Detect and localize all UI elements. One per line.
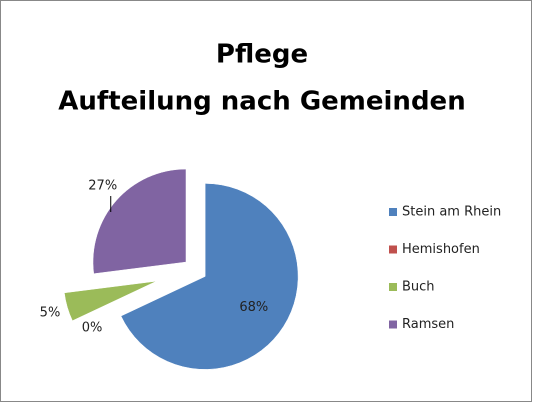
pie-slice (64, 280, 157, 322)
chart-title-line: Aufteilung nach Gemeinden (58, 87, 465, 117)
legend-swatch (389, 245, 397, 254)
legend-swatch (389, 283, 397, 291)
data-label: 0% (82, 321, 103, 336)
pie-slice (120, 183, 299, 370)
legend-label: Ramsen (402, 317, 454, 332)
legend-label: Hemishofen (402, 242, 480, 257)
legend-label: Buch (402, 280, 435, 295)
legend-swatch (389, 208, 397, 216)
data-label: 27% (88, 179, 117, 194)
chart-title-line: Pflege (216, 40, 308, 70)
legend-swatch (389, 320, 397, 329)
legend-label: Stein am Rhein (402, 205, 501, 220)
pie-slice (92, 168, 187, 274)
data-label: 5% (40, 306, 61, 321)
data-label: 68% (239, 300, 268, 315)
